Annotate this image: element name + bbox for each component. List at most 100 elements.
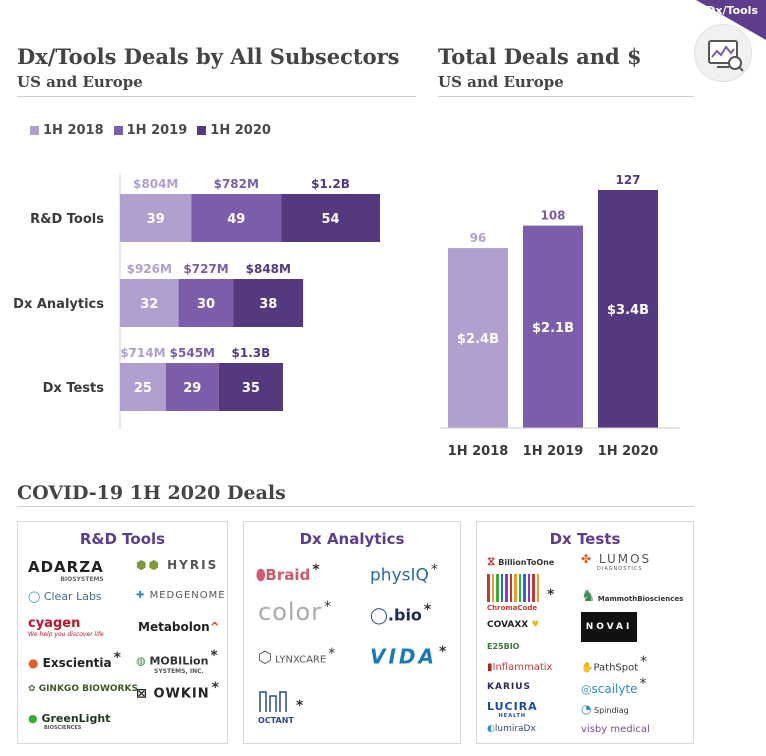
bar-segment	[233, 279, 304, 327]
star-icon: *	[423, 602, 432, 618]
right-chart-title: Total Deals and $	[438, 44, 642, 69]
bar-segment	[120, 279, 179, 327]
logo-chromacode: * ChromaCode	[487, 574, 554, 612]
star-icon: *	[296, 698, 304, 715]
deal-count-label: 96	[470, 231, 487, 245]
panel-title: R&D Tools	[79, 530, 166, 548]
logo-mammoth-biosciences: ♞ MammothBiosciences	[581, 586, 684, 605]
segment-dollar-label: $926M	[127, 262, 172, 276]
bar-segment	[218, 363, 283, 411]
logo-medgenome: ✚ MEDGENOME	[136, 590, 226, 601]
segment-dollar-label: $848M	[246, 262, 291, 276]
segment-dollar-label: $1.3B	[232, 346, 271, 360]
logo-novai: NOVAI	[581, 612, 637, 642]
legend-label: 1H 2020	[210, 123, 271, 138]
logo-vida: VIDA *	[370, 644, 450, 669]
panel-title: Dx Analytics	[299, 530, 405, 548]
logo-lynxcare: ⬡ LYNXCARE *	[258, 646, 336, 667]
corner-badge: Dx/Tools	[656, 0, 766, 110]
logo-hyris: ⬢⬢ HYRIS	[136, 558, 219, 572]
total-deals-bar-chart: 96 $2.4B 1H 2018 108 $2.1B 1H 2019 127 $3.4B 1H …	[440, 173, 680, 459]
logo-lumos: ✤ LUMOS DIAGNOSTICS	[581, 552, 652, 572]
star-icon: *	[324, 599, 333, 615]
segment-value-label: 30	[197, 297, 215, 312]
total-dollar-label: $3.4B	[607, 303, 649, 318]
bar-segment	[178, 279, 234, 327]
total-bar	[598, 190, 658, 428]
analytics-monitor-icon	[694, 24, 752, 82]
left-chart-subtitle: US and Europe	[17, 73, 143, 91]
subsector-stacked-bar-chart: R&D Tools 39 $804M 49 $782M 54 $1.2B Dx Analyti…	[13, 173, 380, 430]
legend-label: 1H 2019	[126, 123, 188, 138]
logo-cyagen: cyagen We help you discover life	[28, 616, 104, 638]
left-chart-title: Dx/Tools Deals by All Subsectors	[17, 44, 400, 69]
logo-physiq: physIQ *	[370, 562, 438, 586]
total-dollar-label: $2.1B	[532, 321, 574, 336]
total-bar	[523, 225, 583, 428]
logo-scailyte: ◎scailyte *	[581, 676, 647, 696]
segment-dollar-label: $804M	[133, 177, 178, 191]
logo-exscientia: ● Exscientia *	[28, 650, 121, 670]
x-tick-label: 1H 2019	[523, 444, 584, 459]
legend-swatch	[30, 126, 39, 135]
logo-e25bio: E25BIO	[487, 642, 520, 651]
covid-panel-rd-tools: R&D Tools ADARZA BIOSYSTEMS ⬢⬢ HYRIS ◯ C…	[17, 521, 228, 744]
right-chart-subtitle: US and Europe	[438, 73, 564, 91]
deal-count-label: 108	[540, 209, 565, 223]
corner-badge-label: Dx/Tools	[706, 4, 758, 17]
segment-value-label: 29	[183, 381, 201, 396]
logo-spindiag: ◔ Spindiag	[581, 702, 629, 716]
segment-dollar-label: $727M	[183, 262, 228, 276]
star-icon: *	[211, 680, 220, 696]
legend: 1H 2018 1H 2019 1H 2020	[30, 123, 281, 138]
category-label: Dx Analytics	[13, 297, 104, 312]
segment-dollar-label: $782M	[214, 177, 259, 191]
legend-item-1h2018: 1H 2018	[30, 123, 104, 138]
total-dollar-label: $2.4B	[457, 332, 499, 347]
segment-value-label: 39	[147, 212, 165, 227]
logo-greenlight: ● GreenLight BIOSCIENCES	[28, 712, 111, 731]
star-icon: *	[430, 562, 438, 578]
deal-count-label: 127	[615, 173, 640, 187]
legend-swatch	[113, 126, 123, 135]
segment-value-label: 25	[134, 381, 152, 396]
covid-section-rule	[17, 506, 694, 507]
logo-billiontoone: ⧖ BillionToOne	[487, 554, 555, 568]
star-icon: *	[113, 650, 121, 666]
logo-color: color *	[258, 598, 333, 626]
logo-braid: ⬮Braid *	[256, 562, 320, 584]
segment-value-label: 49	[227, 212, 245, 227]
chromacode-barcode-icon	[487, 574, 539, 602]
covid-section-title: COVID-19 1H 2020 Deals	[17, 482, 286, 504]
logo-karius: KARIUS	[487, 682, 532, 692]
star-icon: *	[639, 676, 647, 692]
legend-label: 1H 2018	[43, 123, 104, 138]
segment-dollar-label: $545M	[170, 346, 215, 360]
segment-dollar-label: $1.2B	[311, 177, 350, 191]
logo-pathspot: ✋PathSpot *	[581, 654, 648, 674]
left-header-rule	[17, 96, 416, 97]
star-icon: *	[312, 562, 320, 578]
legend-item-1h2020: 1H 2020	[197, 123, 271, 138]
star-icon: *	[328, 646, 336, 662]
segment-value-label: 32	[140, 297, 158, 312]
bar-segment	[165, 363, 219, 411]
logo-ginkgo-bioworks: ✿ GINKGO BIOWORKS	[28, 684, 138, 694]
category-label: R&D Tools	[30, 212, 104, 227]
logo-octant: * OCTANT	[258, 688, 303, 725]
segment-value-label: 35	[242, 381, 260, 396]
segment-value-label: 54	[322, 212, 340, 227]
logo-adarza: ADARZA BIOSYSTEMS	[28, 558, 104, 583]
segment-value-label: 38	[259, 297, 277, 312]
logo-metabolon: Metabolon^	[138, 620, 220, 634]
segment-dollar-label: $714M	[120, 346, 165, 360]
right-header-rule	[438, 96, 694, 97]
star-icon: *	[640, 654, 648, 670]
star-icon: *	[210, 648, 218, 664]
logo-clear-labs: ◯ Clear Labs	[28, 590, 102, 603]
logo-o-bio: ◯.bio *	[370, 602, 432, 625]
logo-inflammatix: ▮Inflammatix	[487, 662, 553, 673]
bar-segment	[281, 194, 380, 242]
category-label: Dx Tests	[43, 381, 105, 396]
bar-segment	[120, 363, 166, 411]
